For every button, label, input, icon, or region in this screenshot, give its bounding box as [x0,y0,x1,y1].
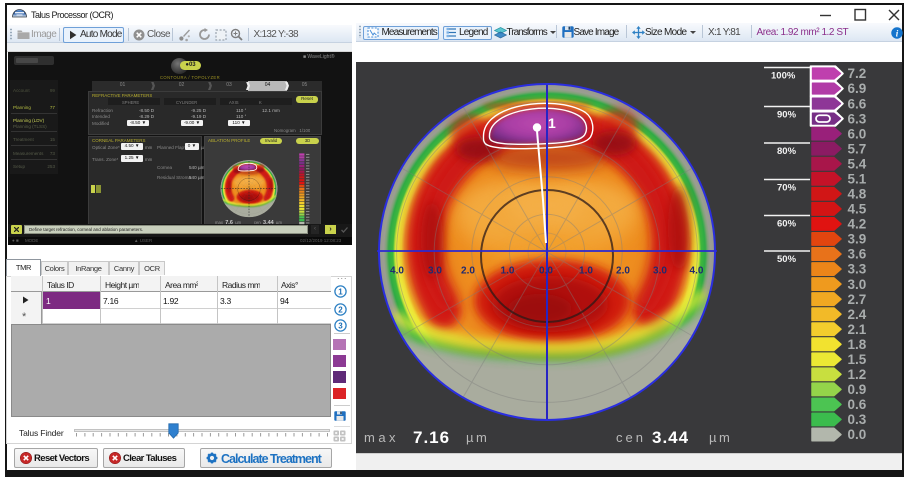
svg-text:3.3: 3.3 [848,262,867,277]
svg-text:0.0: 0.0 [848,427,867,442]
svg-text:4.2: 4.2 [848,217,867,232]
svg-text:5.1: 5.1 [848,171,867,186]
svg-text:4.0: 4.0 [390,266,404,277]
svg-text:100%: 100% [771,71,796,82]
svg-text:1.0: 1.0 [501,266,515,277]
svg-text:6.0: 6.0 [848,126,867,141]
svg-text:6.6: 6.6 [848,96,867,111]
svg-text:70%: 70% [777,183,797,194]
svg-text:2.7: 2.7 [848,292,867,307]
svg-text:1: 1 [338,287,343,296]
svg-text:7.16: 7.16 [413,428,450,447]
svg-text:0.9: 0.9 [848,382,867,397]
svg-text:2.4: 2.4 [848,307,867,322]
svg-text:2: 2 [338,305,343,314]
svg-text:2.0: 2.0 [616,266,630,277]
svg-text:µm: µm [466,430,489,445]
svg-text:6.9: 6.9 [848,81,867,96]
svg-text:µm: µm [709,430,732,445]
svg-text:3.6: 3.6 [848,247,867,262]
svg-text:60%: 60% [777,219,797,230]
svg-text:1.0: 1.0 [579,266,593,277]
svg-text:3.9: 3.9 [848,232,867,247]
svg-text:4.0: 4.0 [690,266,704,277]
svg-text:3.0: 3.0 [428,266,442,277]
svg-text:cen: cen [616,430,646,445]
svg-text:3.44: 3.44 [652,428,689,447]
svg-text:3.0: 3.0 [653,266,667,277]
svg-text:6.3: 6.3 [848,111,867,126]
svg-text:7.2: 7.2 [848,66,867,81]
svg-text:1.5: 1.5 [848,352,867,367]
svg-text:0.0: 0.0 [539,266,553,277]
svg-text:5.4: 5.4 [848,156,867,171]
svg-text:3.0: 3.0 [848,277,867,292]
svg-text:50%: 50% [777,254,797,265]
svg-text:i: i [896,28,899,38]
svg-text:1.8: 1.8 [848,337,867,352]
svg-text:0.6: 0.6 [848,397,867,412]
svg-text:80%: 80% [777,146,797,157]
svg-text:1: 1 [548,115,556,131]
svg-text:2.0: 2.0 [461,266,475,277]
svg-text:2.1: 2.1 [848,322,867,337]
svg-text:3: 3 [338,321,343,330]
svg-text:4.8: 4.8 [848,187,867,202]
svg-text:5.7: 5.7 [848,141,867,156]
svg-text:4.5: 4.5 [848,202,867,217]
svg-text:max: max [364,430,399,445]
svg-text:1.2: 1.2 [848,367,867,382]
svg-text:0.3: 0.3 [848,412,867,427]
svg-text:90%: 90% [777,110,797,121]
